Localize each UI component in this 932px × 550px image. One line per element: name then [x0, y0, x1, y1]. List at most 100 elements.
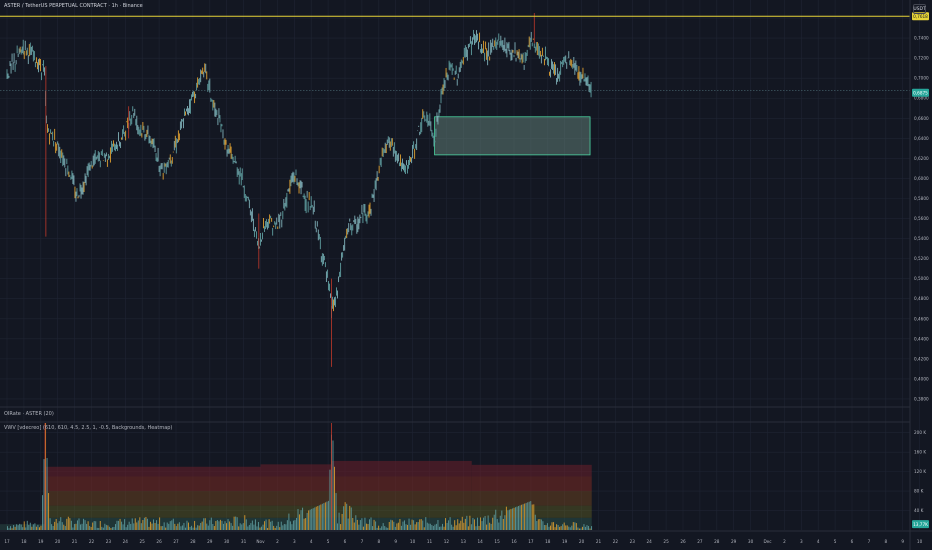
volume-bar	[127, 524, 129, 530]
volume-bar	[157, 523, 159, 530]
volume-bar	[221, 520, 223, 530]
volume-bar	[428, 523, 430, 530]
volume-bar	[432, 526, 434, 530]
time-tick-label: 10	[410, 539, 416, 544]
volume-bar	[110, 528, 112, 530]
currency-button[interactable]: USDT	[913, 4, 926, 14]
volume-bar	[303, 518, 305, 530]
volume-bar	[17, 525, 19, 530]
volume-bar	[8, 528, 10, 530]
volume-bar	[207, 525, 209, 530]
volume-bar	[145, 516, 147, 530]
volume-bar	[370, 517, 372, 530]
volume-bar	[114, 524, 116, 530]
volume-bar	[300, 510, 302, 530]
volume-bar	[458, 523, 460, 530]
volume-bar	[108, 526, 110, 530]
time-tick-label: 20	[579, 539, 585, 544]
volume-bar	[267, 527, 269, 530]
volume-bar	[451, 524, 453, 530]
volume-bar	[440, 526, 442, 530]
volume-bar	[475, 526, 477, 530]
volume-bar	[358, 524, 360, 530]
time-axis[interactable]: 17 18 19 20 21 22 23 24 25 26 27 28 29 30 31 Nov 2 3 4 5 6 7 8…	[4, 539, 932, 544]
time-tick-label: 30	[748, 539, 754, 544]
volume-bar	[473, 519, 475, 530]
volume-bar	[142, 520, 144, 530]
volume-bar	[195, 527, 197, 530]
volume-bar	[253, 524, 255, 530]
volume-bar	[248, 524, 250, 530]
heatmap-band	[331, 460, 472, 477]
volume-bar	[189, 526, 191, 530]
time-tick-label: 19	[562, 539, 568, 544]
demand-zone-box[interactable]	[434, 116, 591, 156]
volume-bar	[72, 527, 74, 530]
volume-bar	[22, 527, 24, 530]
volume-bar	[516, 506, 518, 530]
volume-bar	[565, 525, 567, 530]
volume-bar	[210, 517, 212, 530]
price-series[interactable]	[6, 13, 592, 367]
volume-bar	[408, 518, 410, 530]
volume-bar	[559, 526, 561, 530]
volume-bar	[445, 518, 447, 530]
price-tick-label: 0,4600	[914, 316, 929, 321]
volume-bar	[312, 508, 314, 530]
volume-bar	[420, 519, 422, 530]
price-tick-label: 0,7400	[914, 36, 929, 41]
volume-bar	[449, 517, 451, 530]
volume-bar	[124, 519, 126, 530]
volume-bar	[276, 525, 278, 530]
volume-bar	[183, 522, 185, 530]
volume-bar	[551, 522, 553, 530]
volume-bar	[442, 523, 444, 530]
resistance-price-badge: 0,7618	[913, 14, 928, 19]
volume-bar	[543, 525, 545, 530]
time-tick-label: 22	[613, 539, 619, 544]
volume-bar	[359, 520, 361, 530]
volume-bar	[130, 523, 132, 530]
volume-bar	[93, 521, 95, 530]
volume-bar	[146, 518, 148, 530]
volume-bar	[250, 523, 252, 530]
time-tick-label: 18	[21, 539, 27, 544]
volume-bar	[563, 522, 565, 530]
volume-bar	[52, 525, 54, 530]
volume-bar	[553, 522, 555, 530]
volume-axis[interactable]: 200 K 160 K 120 K 80 K 40 K	[914, 430, 926, 513]
volume-bar	[67, 516, 69, 530]
volume-bar	[407, 524, 409, 530]
volume-bar	[131, 518, 133, 530]
volume-bar	[160, 526, 162, 530]
volume-bar	[162, 526, 164, 530]
volume-value-badge: 13,77K	[913, 522, 928, 527]
volume-bar	[393, 521, 395, 530]
volume-bar	[282, 525, 284, 530]
time-tick-label: 2	[783, 539, 786, 544]
volume-bar	[346, 503, 348, 530]
volume-bar	[168, 523, 170, 530]
volume-bar	[16, 524, 18, 530]
volume-bar	[513, 507, 515, 530]
volume-bar	[265, 519, 267, 530]
volume-bar	[295, 517, 297, 530]
time-tick-label: 24	[123, 539, 129, 544]
volume-bar	[591, 526, 593, 530]
volume-bar	[426, 522, 428, 530]
price-tick-label: 0,6800	[914, 96, 929, 101]
volume-bar	[58, 521, 60, 530]
volume-bar	[302, 507, 304, 530]
volume-bar	[26, 520, 28, 530]
price-tick-label: 0,7200	[914, 56, 929, 61]
volume-bar	[578, 528, 580, 530]
time-tick-label: 12	[444, 539, 450, 544]
demand-zone[interactable]	[434, 116, 591, 156]
volume-bar	[435, 523, 437, 530]
heatmap-band	[331, 505, 472, 518]
volume-bar	[537, 519, 539, 530]
volume-bar	[481, 521, 483, 530]
time-tick-label: Dec	[763, 539, 772, 544]
volume-bar	[566, 525, 568, 530]
